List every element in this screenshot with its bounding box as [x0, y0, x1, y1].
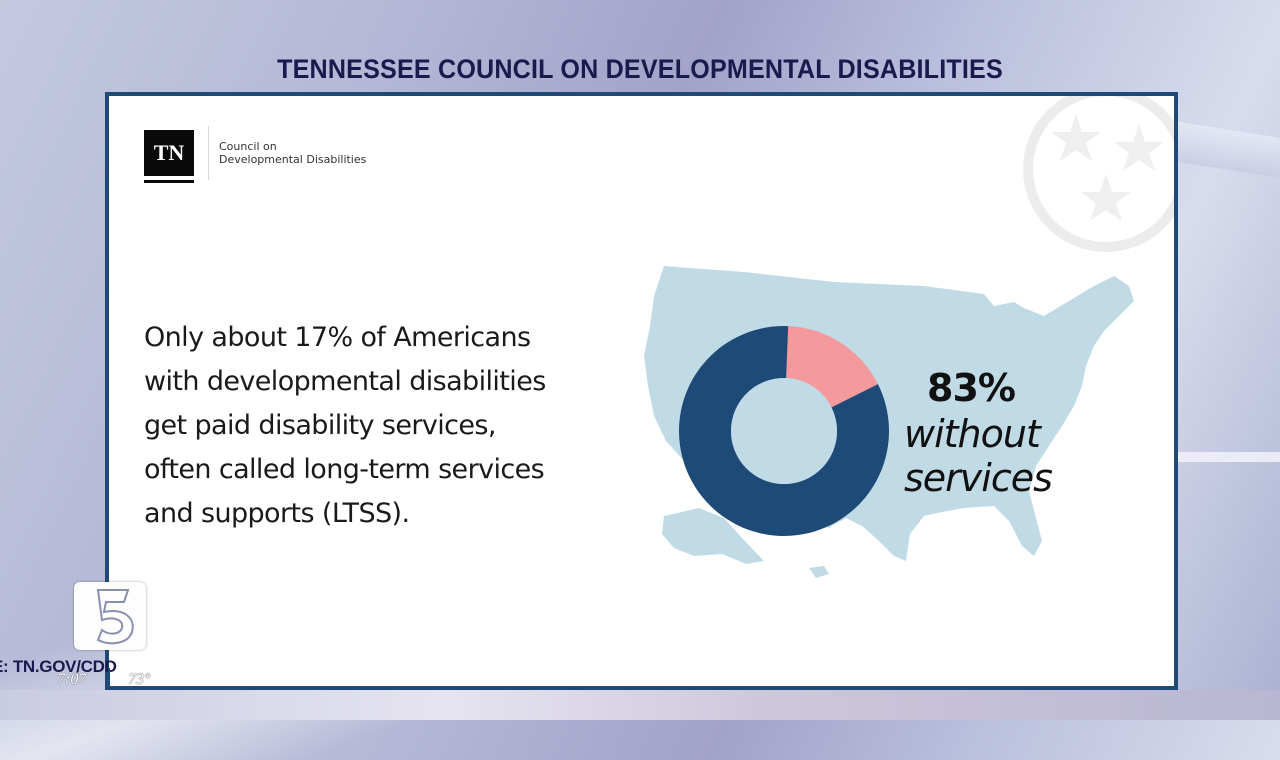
- stat-value: 83%: [927, 366, 1016, 410]
- body-line: and supports (LTSS).: [144, 498, 410, 529]
- ticker-separator: [108, 668, 110, 688]
- info-card: TN Council on Developmental Disabilities…: [105, 92, 1178, 690]
- stat-label-line2: services: [904, 456, 1053, 500]
- tn-logo-mark: TN: [144, 130, 194, 183]
- background-bottom: [0, 690, 1280, 720]
- ticker-temperature: 73°: [128, 671, 151, 688]
- logo-text: Council on Developmental Disabilities: [219, 140, 366, 166]
- stat-label: without services: [904, 412, 1053, 500]
- donut-slice-without-services: [679, 326, 889, 536]
- body-line: get paid disability services,: [144, 410, 496, 441]
- logo-line2: Developmental Disabilities: [219, 153, 367, 166]
- body-line: Only about 17% of Americans: [144, 322, 531, 353]
- body-paragraph: Only about 17% of Americans with develop…: [144, 316, 624, 536]
- stat-label-line1: without: [904, 412, 1041, 456]
- body-line: with developmental disabilities: [144, 366, 546, 397]
- donut-hole: [731, 378, 837, 484]
- channel-5-glyph: [96, 589, 134, 645]
- channel-5-logo-icon: [74, 582, 146, 650]
- logo-line1: Council on: [219, 140, 277, 153]
- logo-divider: [208, 126, 209, 180]
- tennessee-tri-star-icon: [1023, 96, 1174, 252]
- council-logo: TN Council on Developmental Disabilities: [144, 126, 366, 183]
- donut-chart: [679, 326, 889, 536]
- donut-slice-with-services: [786, 326, 878, 408]
- ticker-url: E: TN.GOV/CDD: [0, 657, 117, 676]
- body-line: often called long-term services: [144, 454, 545, 485]
- ticker-time: 7:07: [57, 671, 87, 688]
- background-streak: [1170, 452, 1280, 462]
- page-title: TENNESSEE COUNCIL ON DEVELOPMENTAL DISAB…: [277, 54, 1003, 84]
